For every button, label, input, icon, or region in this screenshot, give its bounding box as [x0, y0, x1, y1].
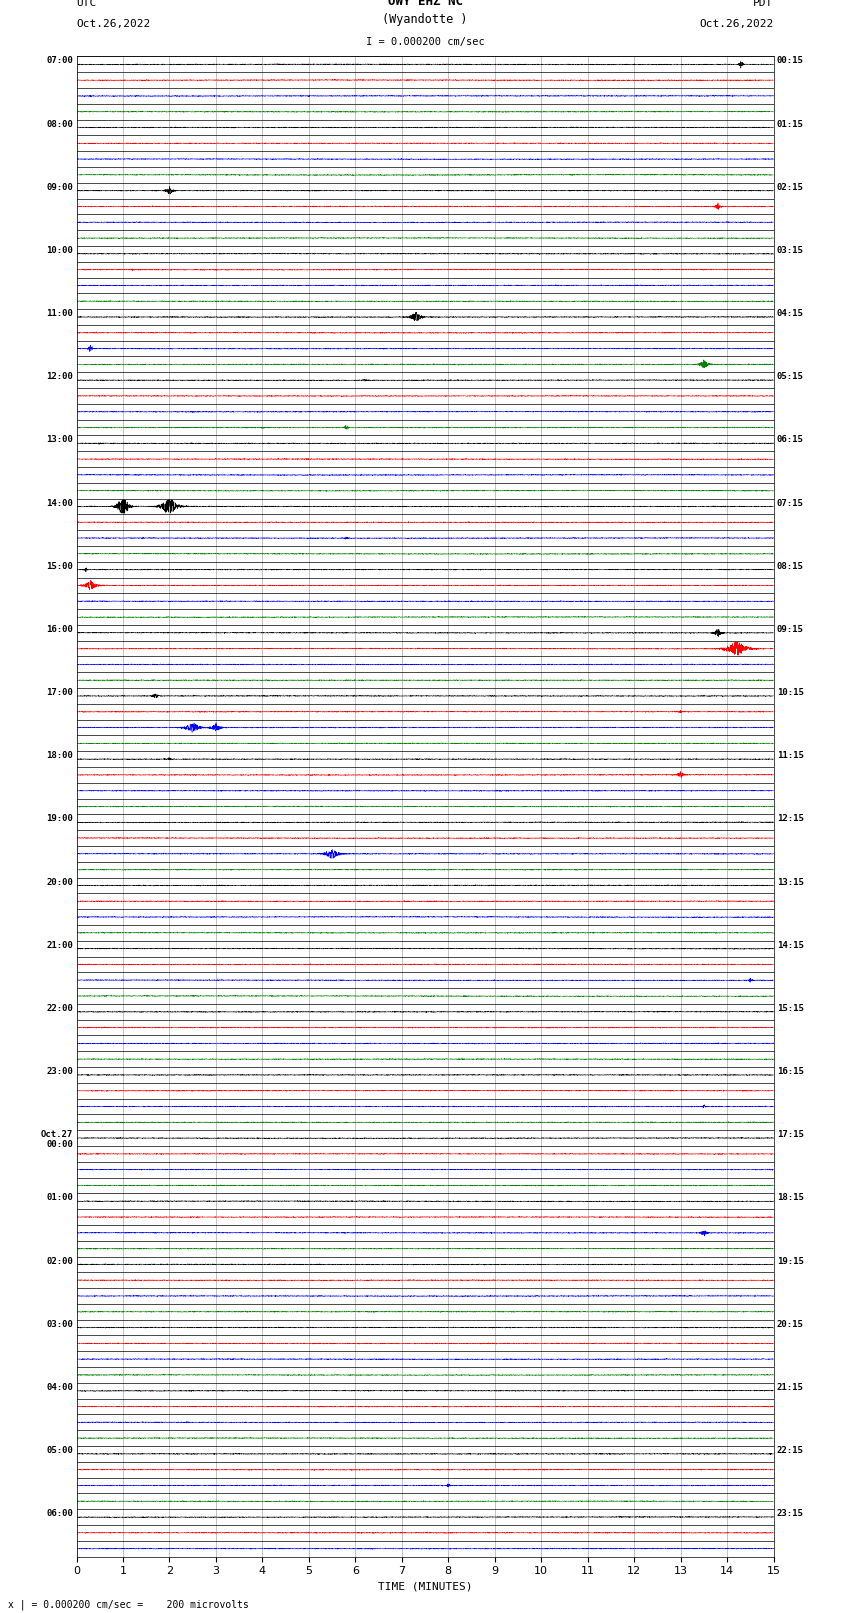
- Text: 19:00: 19:00: [46, 815, 73, 823]
- Text: 06:00: 06:00: [46, 1510, 73, 1518]
- Text: 15:00: 15:00: [46, 561, 73, 571]
- Text: Oct.27
00:00: Oct.27 00:00: [41, 1131, 73, 1148]
- Text: x | = 0.000200 cm/sec =    200 microvolts: x | = 0.000200 cm/sec = 200 microvolts: [8, 1598, 249, 1610]
- Text: 01:00: 01:00: [46, 1194, 73, 1202]
- Text: 00:15: 00:15: [777, 56, 804, 66]
- Text: (Wyandotte ): (Wyandotte ): [382, 13, 468, 26]
- Text: 23:00: 23:00: [46, 1068, 73, 1076]
- Text: 19:15: 19:15: [777, 1257, 804, 1266]
- Text: 08:15: 08:15: [777, 561, 804, 571]
- Text: 21:15: 21:15: [777, 1382, 804, 1392]
- Text: 10:00: 10:00: [46, 245, 73, 255]
- Text: 10:15: 10:15: [777, 689, 804, 697]
- Text: 17:15: 17:15: [777, 1131, 804, 1139]
- Text: 15:15: 15:15: [777, 1003, 804, 1013]
- Text: 23:15: 23:15: [777, 1510, 804, 1518]
- Text: OWY EHZ NC: OWY EHZ NC: [388, 0, 462, 8]
- Text: 20:15: 20:15: [777, 1319, 804, 1329]
- Text: 02:15: 02:15: [777, 182, 804, 192]
- Text: 09:00: 09:00: [46, 182, 73, 192]
- Text: 02:00: 02:00: [46, 1257, 73, 1266]
- Text: 03:15: 03:15: [777, 245, 804, 255]
- Text: 04:00: 04:00: [46, 1382, 73, 1392]
- Text: 11:00: 11:00: [46, 310, 73, 318]
- Text: 22:15: 22:15: [777, 1445, 804, 1455]
- Text: 03:00: 03:00: [46, 1319, 73, 1329]
- Text: 09:15: 09:15: [777, 624, 804, 634]
- Text: 07:00: 07:00: [46, 56, 73, 66]
- Text: 16:00: 16:00: [46, 624, 73, 634]
- Text: 13:15: 13:15: [777, 877, 804, 887]
- Text: 14:15: 14:15: [777, 940, 804, 950]
- Text: 16:15: 16:15: [777, 1068, 804, 1076]
- Text: 18:15: 18:15: [777, 1194, 804, 1202]
- Text: 17:00: 17:00: [46, 689, 73, 697]
- Text: 12:00: 12:00: [46, 373, 73, 381]
- Text: 18:00: 18:00: [46, 752, 73, 760]
- Text: 06:15: 06:15: [777, 436, 804, 445]
- Text: 14:00: 14:00: [46, 498, 73, 508]
- Text: Oct.26,2022: Oct.26,2022: [76, 19, 150, 29]
- Text: 07:15: 07:15: [777, 498, 804, 508]
- Text: 05:00: 05:00: [46, 1445, 73, 1455]
- Text: 21:00: 21:00: [46, 940, 73, 950]
- Text: 01:15: 01:15: [777, 119, 804, 129]
- Text: Oct.26,2022: Oct.26,2022: [700, 19, 774, 29]
- Text: 05:15: 05:15: [777, 373, 804, 381]
- Text: 13:00: 13:00: [46, 436, 73, 445]
- Text: UTC: UTC: [76, 0, 97, 8]
- Text: 12:15: 12:15: [777, 815, 804, 823]
- Text: 22:00: 22:00: [46, 1003, 73, 1013]
- Text: 04:15: 04:15: [777, 310, 804, 318]
- Text: I = 0.000200 cm/sec: I = 0.000200 cm/sec: [366, 37, 484, 47]
- X-axis label: TIME (MINUTES): TIME (MINUTES): [377, 1582, 473, 1592]
- Text: 11:15: 11:15: [777, 752, 804, 760]
- Text: 20:00: 20:00: [46, 877, 73, 887]
- Text: PDT: PDT: [753, 0, 774, 8]
- Text: 08:00: 08:00: [46, 119, 73, 129]
